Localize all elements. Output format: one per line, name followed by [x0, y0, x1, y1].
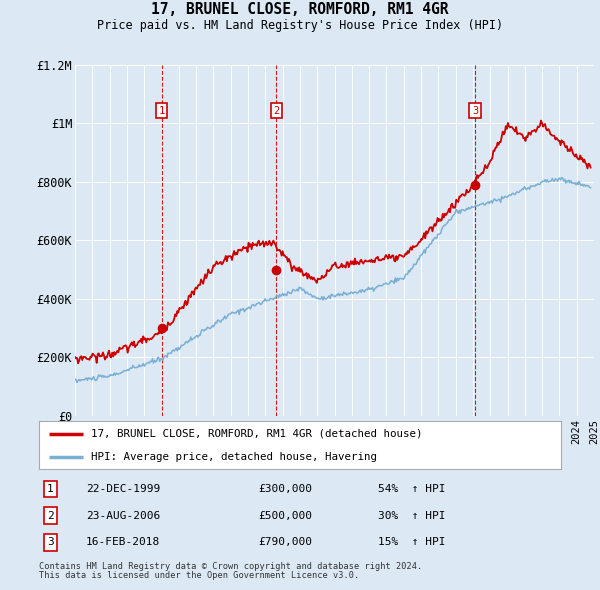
Text: 3: 3 — [472, 106, 478, 116]
Text: 23-AUG-2006: 23-AUG-2006 — [86, 511, 160, 520]
Text: 1: 1 — [47, 484, 54, 494]
Text: £790,000: £790,000 — [258, 537, 312, 548]
Text: This data is licensed under the Open Government Licence v3.0.: This data is licensed under the Open Gov… — [39, 571, 359, 580]
Text: Contains HM Land Registry data © Crown copyright and database right 2024.: Contains HM Land Registry data © Crown c… — [39, 562, 422, 571]
Text: Price paid vs. HM Land Registry's House Price Index (HPI): Price paid vs. HM Land Registry's House … — [97, 19, 503, 32]
Text: HPI: Average price, detached house, Havering: HPI: Average price, detached house, Have… — [91, 452, 377, 462]
Text: 30%  ↑ HPI: 30% ↑ HPI — [379, 511, 446, 520]
Text: £300,000: £300,000 — [258, 484, 312, 494]
Text: 17, BRUNEL CLOSE, ROMFORD, RM1 4GR: 17, BRUNEL CLOSE, ROMFORD, RM1 4GR — [151, 2, 449, 17]
Text: 2: 2 — [273, 106, 280, 116]
Text: 3: 3 — [47, 537, 54, 548]
Text: 17, BRUNEL CLOSE, ROMFORD, RM1 4GR (detached house): 17, BRUNEL CLOSE, ROMFORD, RM1 4GR (deta… — [91, 429, 422, 439]
Text: 15%  ↑ HPI: 15% ↑ HPI — [379, 537, 446, 548]
Text: 54%  ↑ HPI: 54% ↑ HPI — [379, 484, 446, 494]
Text: 22-DEC-1999: 22-DEC-1999 — [86, 484, 160, 494]
Text: 2: 2 — [47, 511, 54, 520]
Text: 1: 1 — [158, 106, 164, 116]
Text: £500,000: £500,000 — [258, 511, 312, 520]
Text: 16-FEB-2018: 16-FEB-2018 — [86, 537, 160, 548]
